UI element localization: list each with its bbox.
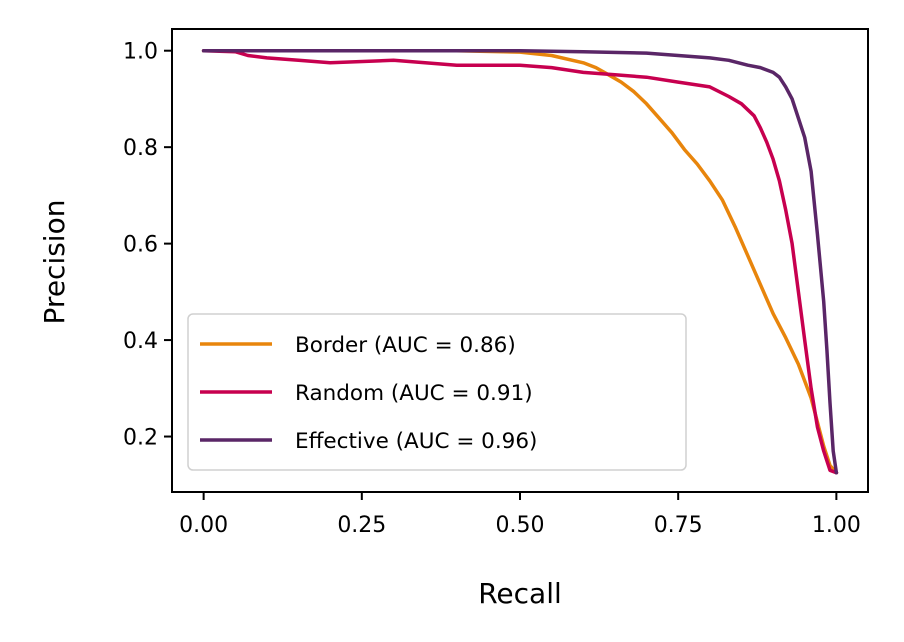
x-tick-label: 0.50 — [496, 513, 545, 538]
y-tick-label: 0.8 — [123, 136, 158, 161]
x-tick-label: 0.00 — [179, 513, 228, 538]
y-tick-label: 0.2 — [123, 426, 158, 451]
x-tick-label: 1.00 — [812, 513, 861, 538]
legend: Border (AUC = 0.86) Random (AUC = 0.91) Ef… — [187, 313, 687, 471]
x-tick-label: 0.75 — [654, 513, 703, 538]
x-axis-label: Recall — [478, 577, 562, 610]
y-axis: 0.2 0.4 0.6 0.8 1.0 — [123, 40, 172, 451]
series-layer — [201, 48, 839, 475]
legend-label-1: Random (AUC = 0.91) — [295, 381, 533, 406]
y-tick-label: 0.4 — [123, 329, 158, 354]
series-line-1 — [201, 48, 839, 475]
legend-label-2: Effective (AUC = 0.96) — [295, 429, 537, 454]
legend-label-0: Border (AUC = 0.86) — [295, 333, 516, 358]
y-tick-label: 0.6 — [123, 233, 158, 258]
x-tick-label: 0.25 — [337, 513, 386, 538]
series-line-2 — [201, 48, 839, 475]
y-axis-label: Precision — [38, 200, 71, 325]
y-tick-label: 1.0 — [123, 40, 158, 65]
legend-box — [187, 313, 687, 471]
x-axis: 0.00 0.25 0.50 0.75 1.00 — [179, 492, 861, 538]
